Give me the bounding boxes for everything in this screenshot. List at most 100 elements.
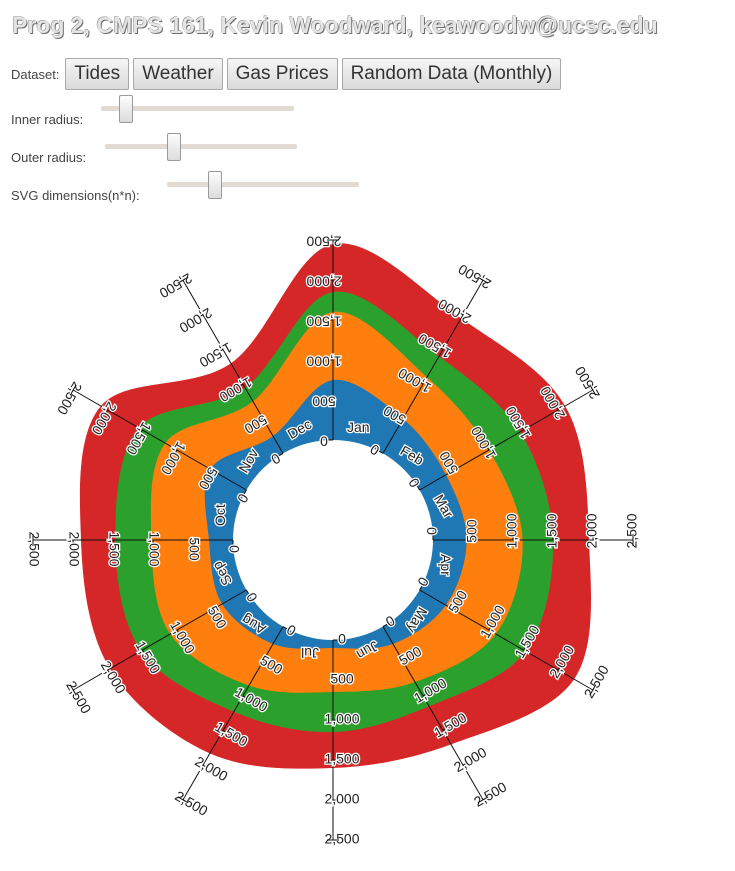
axis-end bbox=[477, 796, 489, 804]
slider-thumb[interactable] bbox=[208, 171, 222, 199]
axis-tick bbox=[202, 764, 209, 769]
axis-tick bbox=[416, 484, 421, 491]
axis-line bbox=[419, 389, 594, 491]
slider-thumb[interactable] bbox=[119, 95, 134, 123]
axis-tick bbox=[208, 469, 213, 476]
axis-jul: 0 500 1,000 1,500 2,000 2,500 Jul bbox=[300, 629, 361, 848]
axis-tick bbox=[453, 604, 458, 611]
axis-line bbox=[419, 589, 594, 691]
axis-tick bbox=[104, 409, 109, 416]
axis-end bbox=[589, 384, 597, 396]
tick-label: 1,500 bbox=[544, 513, 560, 548]
tick-label: 2,500 bbox=[580, 662, 611, 701]
axis-line bbox=[182, 279, 284, 454]
tick-label: 1,500 bbox=[324, 751, 359, 767]
axis-end bbox=[69, 684, 77, 696]
tick-label: 1,500 bbox=[106, 531, 122, 566]
axis-tick bbox=[382, 623, 389, 628]
tick-label: 2,500 bbox=[306, 233, 341, 249]
axis-line bbox=[182, 626, 284, 801]
tick-label: 2,000 bbox=[177, 305, 216, 336]
svg-dimensions-slider[interactable] bbox=[167, 171, 359, 199]
axis-tick bbox=[442, 727, 449, 731]
axis-tick bbox=[557, 664, 562, 671]
axis-tick bbox=[457, 311, 464, 316]
axis-end bbox=[477, 276, 489, 284]
axis-tick bbox=[488, 624, 493, 631]
axis-tick bbox=[257, 418, 264, 423]
tick-label: 1,000 bbox=[306, 353, 341, 369]
weather-button[interactable]: Weather bbox=[133, 58, 223, 90]
slider-thumb[interactable] bbox=[167, 133, 182, 161]
tick-label: 1,000 bbox=[324, 711, 359, 727]
tick-label: 1,000 bbox=[504, 513, 520, 548]
page-title: Prog 2, CMPS 161, Kevin Woodward, keawoo… bbox=[12, 12, 658, 38]
month-label: Oct bbox=[212, 504, 228, 526]
random-data-button[interactable]: Random Data (Monthly) bbox=[341, 58, 562, 90]
axis-tick bbox=[242, 695, 249, 700]
axis-jan: 0 500 1,000 1,500 2,000 2,500 Jan bbox=[305, 232, 371, 451]
tick-label: 0 bbox=[320, 433, 328, 449]
tick-label: 500 bbox=[186, 537, 202, 561]
axis-line bbox=[72, 389, 247, 491]
month-label: Jan bbox=[347, 419, 370, 435]
axis-tick bbox=[377, 449, 384, 454]
axis-tick bbox=[197, 314, 204, 319]
radial-area-chart: 0 500 1,000 1,500 2,000 2,500 Jan 0 500 1,000 1,50… bbox=[25, 232, 641, 848]
axis-line bbox=[382, 626, 484, 801]
axis-tick bbox=[397, 415, 404, 420]
axis-tick bbox=[402, 657, 409, 662]
tick-label: 0 bbox=[226, 545, 242, 553]
tick-label: 1,000 bbox=[146, 531, 162, 566]
tides-button[interactable]: Tides bbox=[65, 58, 130, 90]
axis-oct: 0 500 1,000 1,500 2,000 2,500 Oct bbox=[25, 503, 244, 568]
axis-tick bbox=[520, 424, 524, 431]
outer-radius-label: Outer radius: bbox=[11, 150, 87, 165]
tick-label: 500 bbox=[312, 393, 336, 409]
axis-tick bbox=[107, 669, 112, 676]
axis-tick bbox=[142, 649, 146, 656]
axis-tick bbox=[262, 660, 269, 665]
axis-tick bbox=[173, 449, 178, 456]
gas-prices-button[interactable]: Gas Prices bbox=[226, 58, 338, 90]
slider-track bbox=[101, 106, 294, 111]
tick-label: 500 bbox=[464, 519, 480, 543]
axis-tick bbox=[282, 626, 289, 631]
tick-label: 2,000 bbox=[306, 273, 341, 289]
axis-tick bbox=[417, 380, 424, 385]
tick-label: 500 bbox=[330, 671, 354, 687]
tick-label: 2,500 bbox=[157, 270, 196, 301]
axis-tick bbox=[211, 609, 216, 616]
axis-end bbox=[69, 384, 77, 396]
tick-label: 0 bbox=[338, 631, 346, 647]
axis-tick bbox=[277, 452, 284, 457]
axis-tick bbox=[176, 629, 181, 636]
tick-label: 2,500 bbox=[172, 787, 211, 818]
axis-tick bbox=[450, 464, 455, 471]
tick-label: 1,500 bbox=[306, 313, 341, 329]
tick-label: 2,500 bbox=[324, 831, 359, 847]
inner-radius-slider[interactable] bbox=[101, 95, 294, 123]
axis-tick bbox=[437, 346, 444, 350]
tick-label: 2,000 bbox=[324, 791, 359, 807]
inner-radius-label: Inner radius: bbox=[11, 112, 84, 127]
outer-radius-slider[interactable] bbox=[105, 133, 297, 161]
axis-end bbox=[177, 276, 189, 284]
tick-label: 2,500 bbox=[571, 364, 602, 403]
tick-label: 0 bbox=[424, 527, 440, 535]
axis-tick bbox=[237, 383, 244, 388]
tick-label: 2,500 bbox=[26, 531, 42, 566]
tick-label: 2,500 bbox=[54, 379, 85, 418]
svg-dimensions-label: SVG dimensions(n*n): bbox=[11, 188, 140, 203]
axis-tick bbox=[422, 692, 429, 697]
tick-label: 2,000 bbox=[584, 513, 600, 548]
axis-line bbox=[72, 589, 247, 691]
tick-label: 2,500 bbox=[471, 778, 510, 809]
center-hole bbox=[233, 440, 433, 640]
month-label: Apr bbox=[438, 554, 454, 576]
axis-tick bbox=[523, 644, 527, 651]
axis-tick bbox=[242, 489, 247, 496]
dataset-label: Dataset: bbox=[11, 66, 60, 82]
tick-label: 2,500 bbox=[63, 678, 94, 717]
axis-tick bbox=[554, 404, 559, 411]
